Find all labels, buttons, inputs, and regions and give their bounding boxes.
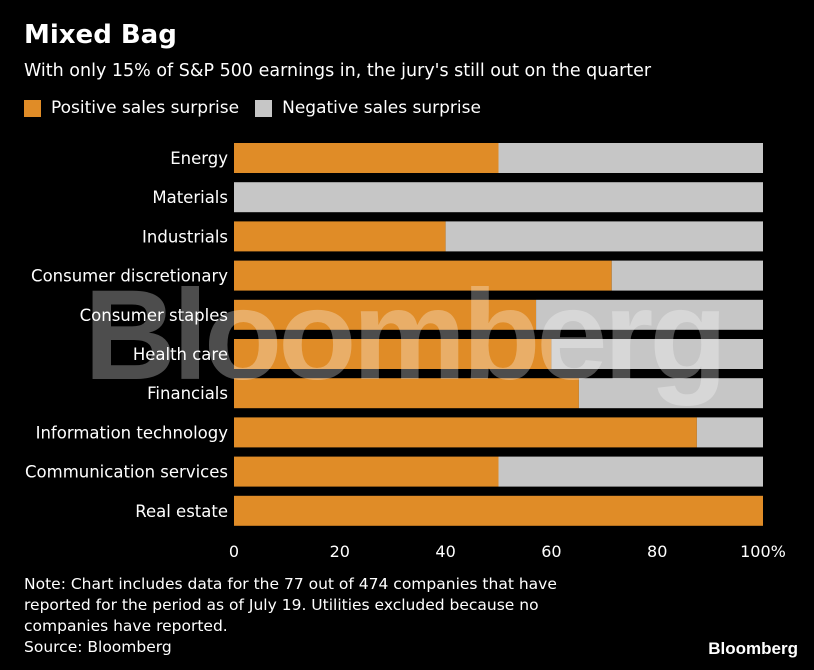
bar-negative-consumer-staples: [536, 299, 763, 330]
legend-label-negative: Negative sales surprise: [282, 98, 481, 118]
bar-negative-consumer-discretionary: [611, 260, 763, 291]
bar-positive-communication-services: [234, 456, 499, 487]
bar-negative-financials: [578, 378, 763, 409]
legend-swatch-negative: [255, 99, 273, 117]
note-line: Note: Chart includes data for the 77 out…: [24, 575, 557, 593]
category-label-materials: Materials: [152, 188, 228, 207]
bar-negative-materials: [234, 182, 763, 213]
category-label-consumer-staples: Consumer staples: [80, 306, 228, 325]
legend-swatch-positive: [24, 99, 41, 117]
x-tick-label: 20: [330, 542, 350, 561]
bar-positive-financials: [234, 378, 579, 409]
chart-subtitle: With only 15% of S&P 500 earnings in, th…: [24, 61, 652, 81]
legend-label-positive: Positive sales surprise: [51, 98, 240, 118]
x-tick-label: 60: [541, 542, 561, 561]
category-label-financials: Financials: [147, 384, 228, 403]
category-label-industrials: Industrials: [142, 227, 228, 246]
x-tick-label: 40: [435, 542, 455, 561]
legend-item-negative: Negative sales surprise: [255, 98, 481, 118]
bar-positive-consumer-discretionary: [234, 260, 612, 291]
bar-positive-real-estate: [234, 495, 763, 526]
category-label-energy: Energy: [170, 149, 228, 168]
chart-note: Note: Chart includes data for the 77 out…: [24, 574, 644, 658]
bar-positive-consumer-staples: [234, 299, 537, 330]
bar-negative-information-technology: [696, 417, 763, 448]
bar-positive-information-technology: [234, 417, 697, 448]
bar-negative-industrials: [445, 221, 763, 252]
bar-negative-health-care: [551, 339, 763, 369]
legend-item-positive: Positive sales surprise: [24, 98, 239, 118]
bar-positive-health-care: [234, 339, 552, 369]
category-label-information-technology: Information technology: [36, 423, 229, 442]
bar-positive-energy: [234, 143, 499, 173]
bar-positive-industrials: [234, 221, 446, 252]
x-tick-label: 100%: [740, 542, 786, 561]
category-label-health-care: Health care: [133, 345, 228, 364]
category-label-communication-services: Communication services: [25, 463, 228, 482]
note-line: reported for the period as of July 19. U…: [24, 596, 539, 614]
x-tick-label: 80: [647, 542, 667, 561]
x-tick-label: 0: [229, 542, 239, 561]
category-label-real-estate: Real estate: [135, 502, 228, 521]
category-label-consumer-discretionary: Consumer discretionary: [31, 267, 228, 286]
legend: Positive sales surprise Negative sales s…: [24, 98, 497, 118]
note-line: companies have reported.: [24, 617, 228, 635]
bar-negative-energy: [498, 143, 763, 173]
source-line: Source: Bloomberg: [24, 638, 172, 656]
bloomberg-logo: Bloomberg: [708, 639, 798, 658]
chart-title: Mixed Bag: [24, 20, 177, 50]
bar-negative-communication-services: [498, 456, 763, 487]
